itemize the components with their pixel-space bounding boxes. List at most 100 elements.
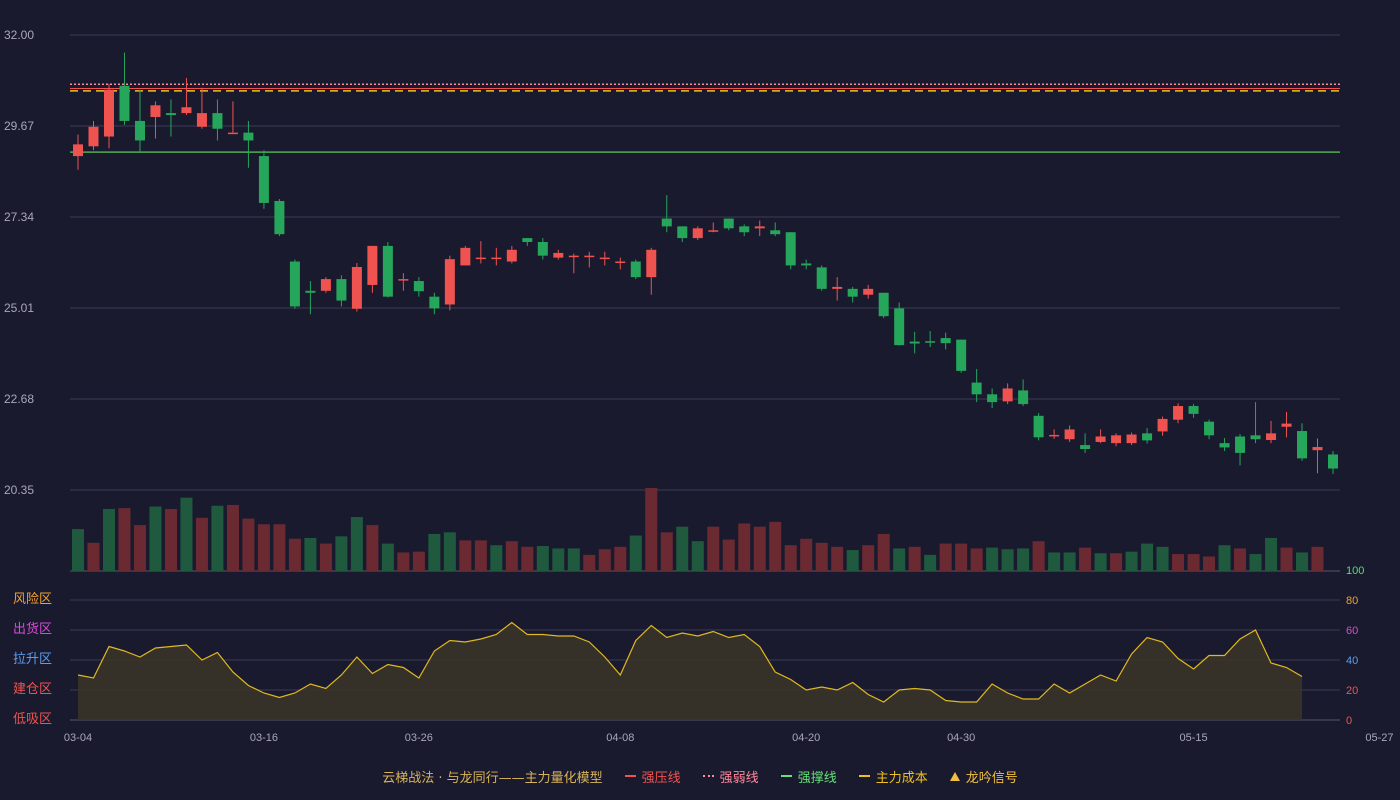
volume-bar bbox=[691, 541, 704, 571]
oscillator-line bbox=[77, 621, 1303, 703]
volume-bar bbox=[552, 548, 565, 571]
volume-bar bbox=[366, 525, 379, 571]
candle-body bbox=[1095, 436, 1106, 442]
triangle-icon bbox=[949, 771, 960, 781]
volume-bar bbox=[567, 548, 580, 571]
legend-label-strong-support: 强撑线 bbox=[797, 770, 837, 786]
candle-body bbox=[615, 261, 626, 264]
price-tick-label: 25.01 bbox=[4, 301, 34, 315]
candle-body bbox=[1126, 434, 1137, 444]
zone-label: 拉升区 bbox=[13, 652, 52, 667]
candle-body bbox=[1002, 388, 1013, 402]
candle-body bbox=[196, 113, 207, 127]
price-axis-labels: 32.00 29.67 27.34 25.01 22.68 20.35 bbox=[4, 28, 34, 497]
legend-label-strong-resistance: 强压线 bbox=[641, 770, 681, 786]
volume-bar bbox=[1218, 545, 1231, 571]
candle-body bbox=[630, 261, 641, 278]
legend-item-main-cost[interactable]: 主力成本 bbox=[858, 767, 928, 786]
legend-item-strong-support[interactable]: 强撑线 bbox=[780, 767, 837, 786]
candle-body bbox=[894, 308, 905, 346]
candle-body bbox=[506, 249, 517, 262]
candle-body bbox=[971, 382, 982, 395]
volume-bar bbox=[490, 545, 503, 571]
legend-item-dragon-signal[interactable]: 龙吟信号 bbox=[949, 767, 1018, 786]
date-tick-label: 03-16 bbox=[250, 732, 278, 744]
candle-body bbox=[661, 218, 672, 227]
candle-body bbox=[785, 232, 796, 266]
candle-body bbox=[289, 261, 300, 307]
volume-bar bbox=[598, 549, 611, 571]
volume-bar bbox=[986, 547, 999, 571]
volume-bar bbox=[1063, 552, 1076, 571]
candle-body bbox=[708, 230, 719, 232]
candle-body bbox=[739, 226, 750, 233]
candle-body bbox=[243, 132, 254, 141]
candle-body bbox=[832, 286, 843, 289]
candle-body bbox=[940, 338, 951, 344]
candle-body bbox=[646, 249, 657, 278]
candle-body bbox=[258, 156, 269, 203]
legend-item-strong-resistance[interactable]: 强压线 bbox=[624, 767, 681, 786]
volume-bar bbox=[1032, 541, 1045, 571]
candle-body bbox=[212, 113, 223, 129]
volume-bar bbox=[753, 526, 766, 571]
volume-bar bbox=[645, 488, 658, 571]
zone-label: 出货区 bbox=[13, 621, 52, 637]
volume-bar bbox=[72, 529, 84, 571]
price-tick-label: 27.34 bbox=[4, 210, 34, 224]
volume-bar bbox=[118, 508, 131, 571]
volume-bar bbox=[1079, 547, 1092, 571]
volume-bar bbox=[924, 554, 937, 571]
candle-body bbox=[460, 247, 471, 266]
legend-swatch-strong-weak bbox=[702, 775, 714, 777]
volume-bar bbox=[211, 505, 224, 571]
chart-legend: 云梯战法 · 与龙同行——主力量化模型 强压线 强弱线 强撑线 主力成本 龙吟信… bbox=[0, 764, 1400, 788]
candle-body bbox=[88, 126, 99, 147]
volume-bar bbox=[242, 518, 255, 571]
volume-bar bbox=[428, 533, 441, 571]
volume-bar bbox=[846, 550, 859, 571]
volume-bar bbox=[381, 543, 394, 571]
volume-bar bbox=[133, 525, 146, 571]
volume-bar bbox=[676, 526, 689, 571]
candle-body bbox=[847, 288, 858, 297]
candle-body bbox=[367, 245, 378, 285]
volume-bar bbox=[273, 524, 286, 571]
candle-body bbox=[444, 259, 455, 305]
volume-bar bbox=[536, 546, 549, 571]
legend-item-strong-weak[interactable]: 强弱线 bbox=[702, 767, 759, 786]
date-tick-label: 04-20 bbox=[792, 732, 820, 744]
candle-body bbox=[537, 241, 548, 256]
osc-tick-label: 20 bbox=[1346, 685, 1358, 697]
candle-body bbox=[1297, 431, 1308, 459]
legend-swatch-main-cost bbox=[858, 775, 870, 777]
date-axis-labels: 03-04 03-16 03-26 04-08 04-20 04-30 05-15 05-27… bbox=[64, 732, 1394, 744]
legend-swatch-strong-resistance bbox=[624, 775, 636, 777]
candle-body bbox=[1204, 421, 1215, 436]
date-tick-label: 03-04 bbox=[64, 732, 92, 744]
candle-body bbox=[150, 105, 161, 118]
volume-bar bbox=[1141, 543, 1154, 571]
volume-bar bbox=[660, 532, 673, 571]
volume-bar bbox=[893, 548, 906, 571]
candle-body bbox=[1250, 435, 1261, 440]
volume-bar bbox=[180, 497, 193, 571]
volume-bar bbox=[1311, 546, 1324, 571]
volume-bar bbox=[970, 548, 983, 571]
volume-bar bbox=[629, 535, 642, 571]
candle-body bbox=[878, 292, 889, 317]
volume-bar bbox=[397, 552, 410, 571]
candle-body bbox=[599, 257, 610, 260]
price-grid bbox=[70, 34, 1340, 572]
candle-body bbox=[134, 120, 145, 141]
volume-bar bbox=[1234, 548, 1247, 571]
candle-body bbox=[909, 341, 920, 344]
volume-bar bbox=[319, 543, 332, 571]
volume-bar bbox=[1296, 552, 1309, 571]
candle-body bbox=[1111, 435, 1122, 444]
candle-body bbox=[1080, 445, 1091, 449]
volume-bar bbox=[335, 536, 348, 571]
candle-body bbox=[491, 257, 502, 260]
volume-bar bbox=[583, 554, 596, 571]
